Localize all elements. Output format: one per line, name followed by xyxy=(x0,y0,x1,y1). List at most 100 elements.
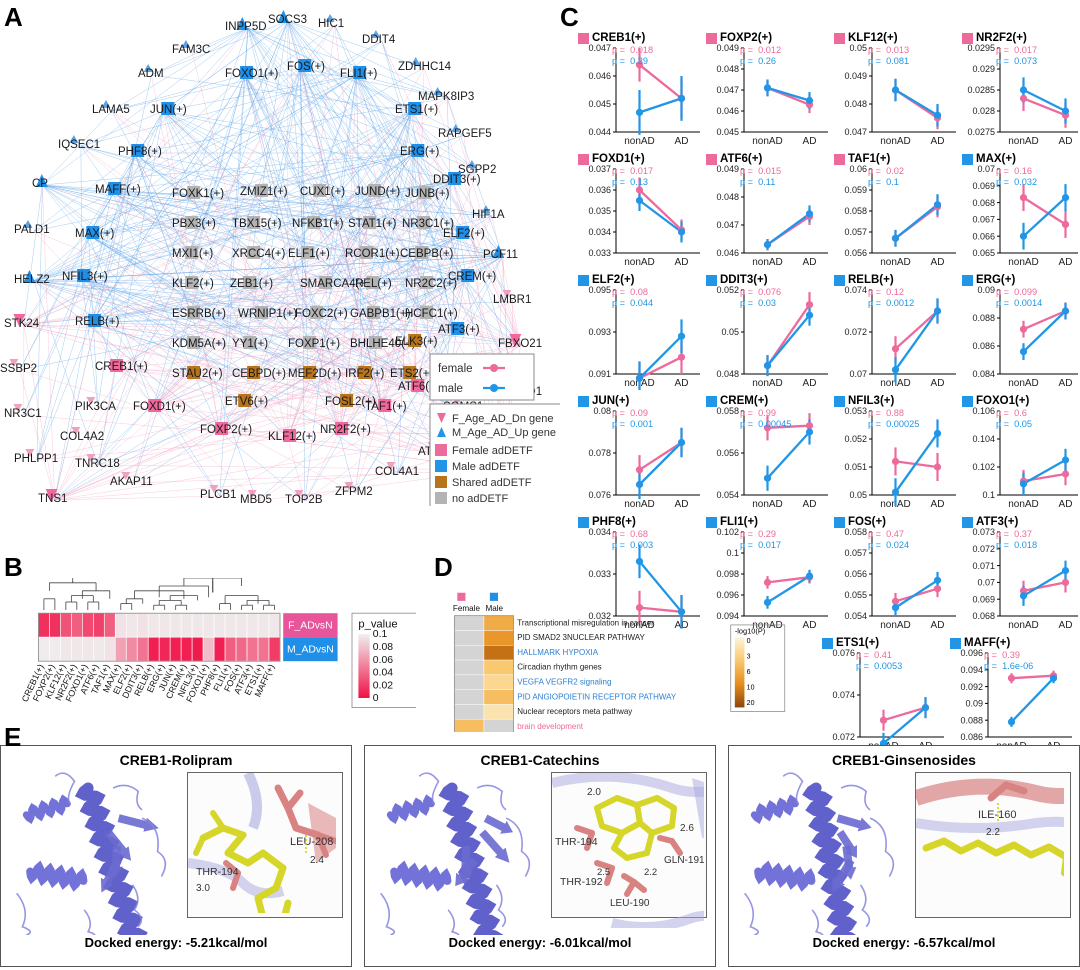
svg-text:FOS(+): FOS(+) xyxy=(287,61,325,73)
svg-text:AD: AD xyxy=(1059,499,1073,510)
svg-text:HELZ2: HELZ2 xyxy=(14,274,50,286)
svg-text:2.2: 2.2 xyxy=(986,827,1000,838)
svg-text:0.037: 0.037 xyxy=(588,165,611,174)
svg-text:FOXC2(+): FOXC2(+) xyxy=(295,308,348,320)
svg-text:0.098: 0.098 xyxy=(716,569,739,579)
svg-text:AD: AD xyxy=(931,136,945,147)
svg-text:NR3C1(+): NR3C1(+) xyxy=(402,218,454,230)
svg-text:0.034: 0.034 xyxy=(588,528,611,537)
svg-text:Male adDETF: Male adDETF xyxy=(452,461,520,473)
svg-text:0.08: 0.08 xyxy=(373,642,393,653)
svg-text:0.072: 0.072 xyxy=(832,732,855,742)
svg-text:ATF3(+): ATF3(+) xyxy=(438,324,480,336)
svg-text:nonAD: nonAD xyxy=(1008,378,1039,389)
svg-text:FAM3C: FAM3C xyxy=(172,44,210,56)
svg-text:RCOR1(+): RCOR1(+) xyxy=(345,248,400,260)
svg-text:0.076: 0.076 xyxy=(588,490,611,500)
svg-text:FBXO21: FBXO21 xyxy=(498,338,542,350)
svg-text:KLF12(+): KLF12(+) xyxy=(268,431,316,443)
svg-text:M_Age_AD_Up gene: M_Age_AD_Up gene xyxy=(452,427,556,439)
svg-text:0.07: 0.07 xyxy=(849,369,867,379)
svg-text:PHLPP1: PHLPP1 xyxy=(14,453,58,465)
svg-text:nonAD: nonAD xyxy=(752,499,783,510)
svg-text:RAPGEF5: RAPGEF5 xyxy=(438,128,492,140)
svg-text:SSBP2: SSBP2 xyxy=(0,363,37,375)
svg-text:0.05: 0.05 xyxy=(721,327,739,337)
svg-text:CUX1(+): CUX1(+) xyxy=(300,186,345,198)
svg-text:0.051: 0.051 xyxy=(844,462,867,472)
svg-text:0.073: 0.073 xyxy=(972,528,995,537)
svg-text:STAU2(+): STAU2(+) xyxy=(172,368,223,380)
svg-text:AD: AD xyxy=(1059,136,1073,147)
svg-text:GLN-191: GLN-191 xyxy=(664,855,704,866)
svg-text:RELB(+): RELB(+) xyxy=(75,316,120,328)
svg-text:NR2F2(+): NR2F2(+) xyxy=(320,424,371,436)
svg-text:AD: AD xyxy=(1059,378,1073,389)
svg-text:PIK3CA: PIK3CA xyxy=(75,401,116,413)
svg-text:ETS2(+): ETS2(+) xyxy=(390,368,433,380)
svg-text:AD: AD xyxy=(675,378,689,389)
svg-text:TOP2B: TOP2B xyxy=(285,494,323,506)
svg-text:0.066: 0.066 xyxy=(972,231,995,241)
svg-text:0.052: 0.052 xyxy=(844,434,867,444)
svg-text:SOCS3: SOCS3 xyxy=(268,14,307,26)
svg-text:MXI1(+): MXI1(+) xyxy=(172,248,213,260)
svg-text:AD: AD xyxy=(931,378,945,389)
svg-text:0.068: 0.068 xyxy=(972,611,995,621)
svg-text:0.072: 0.072 xyxy=(844,327,867,337)
svg-text:nonAD: nonAD xyxy=(1008,257,1039,268)
svg-text:0.045: 0.045 xyxy=(588,99,611,109)
svg-text:0.067: 0.067 xyxy=(972,215,995,225)
svg-text:0.058: 0.058 xyxy=(844,206,867,216)
svg-text:THR-194: THR-194 xyxy=(555,836,598,848)
svg-text:CREB1(+): CREB1(+) xyxy=(95,361,148,373)
svg-text:ETV6(+): ETV6(+) xyxy=(225,396,268,408)
svg-text:0.093: 0.093 xyxy=(588,327,611,337)
svg-text:0.048: 0.048 xyxy=(716,64,739,74)
svg-text:HIF1A: HIF1A xyxy=(472,209,505,221)
svg-text:0.072: 0.072 xyxy=(972,544,995,554)
svg-text:0.044: 0.044 xyxy=(588,127,611,137)
svg-text:MBD5: MBD5 xyxy=(240,494,272,506)
svg-text:ERG(+): ERG(+) xyxy=(400,146,439,158)
svg-text:nonAD: nonAD xyxy=(1008,136,1039,147)
svg-text:0.068: 0.068 xyxy=(972,198,995,208)
svg-text:PHF8(+): PHF8(+) xyxy=(118,146,162,158)
svg-text:0.046: 0.046 xyxy=(588,71,611,81)
svg-text:PALD1: PALD1 xyxy=(14,224,50,236)
svg-text:0.049: 0.049 xyxy=(716,165,739,174)
svg-text:0.0275: 0.0275 xyxy=(967,127,995,137)
svg-text:0.104: 0.104 xyxy=(972,434,995,444)
svg-text:nonAD: nonAD xyxy=(1008,499,1039,510)
svg-text:3.0: 3.0 xyxy=(196,883,210,894)
svg-text:nonAD: nonAD xyxy=(752,378,783,389)
svg-text:0.065: 0.065 xyxy=(972,248,995,258)
svg-text:ZEB1(+): ZEB1(+) xyxy=(230,278,273,290)
svg-text:male: male xyxy=(438,383,463,395)
svg-text:MEF2D(+): MEF2D(+) xyxy=(288,368,342,380)
svg-text:NFKB1(+): NFKB1(+) xyxy=(292,218,344,230)
svg-text:0.0285: 0.0285 xyxy=(967,85,995,95)
svg-text:0.029: 0.029 xyxy=(972,64,995,74)
svg-text:0.091: 0.091 xyxy=(588,369,611,379)
svg-text:0.049: 0.049 xyxy=(716,44,739,53)
svg-text:FOXP1(+): FOXP1(+) xyxy=(288,338,340,350)
svg-text:0.035: 0.035 xyxy=(588,206,611,216)
svg-text:INPP5D: INPP5D xyxy=(225,21,267,33)
svg-text:TNRC18: TNRC18 xyxy=(75,458,120,470)
svg-text:MAPK8IP3: MAPK8IP3 xyxy=(418,91,474,103)
svg-text:0.058: 0.058 xyxy=(716,407,739,416)
svg-text:CEBPB(+): CEBPB(+) xyxy=(400,248,454,260)
svg-text:ELK3(+): ELK3(+) xyxy=(395,336,438,348)
svg-text:0.04: 0.04 xyxy=(373,668,393,679)
svg-text:AD: AD xyxy=(1059,257,1073,268)
svg-text:REL(+): REL(+) xyxy=(355,278,392,290)
svg-text:0.033: 0.033 xyxy=(588,569,611,579)
svg-text:FLI1(+): FLI1(+) xyxy=(340,68,378,80)
svg-text:0.084: 0.084 xyxy=(972,369,995,379)
svg-text:nonAD: nonAD xyxy=(752,136,783,147)
svg-text:LEU-190: LEU-190 xyxy=(610,898,650,909)
svg-text:JUN(+): JUN(+) xyxy=(150,104,187,116)
svg-text:0.071: 0.071 xyxy=(972,561,995,571)
svg-text:XRCC4(+): XRCC4(+) xyxy=(232,248,286,260)
